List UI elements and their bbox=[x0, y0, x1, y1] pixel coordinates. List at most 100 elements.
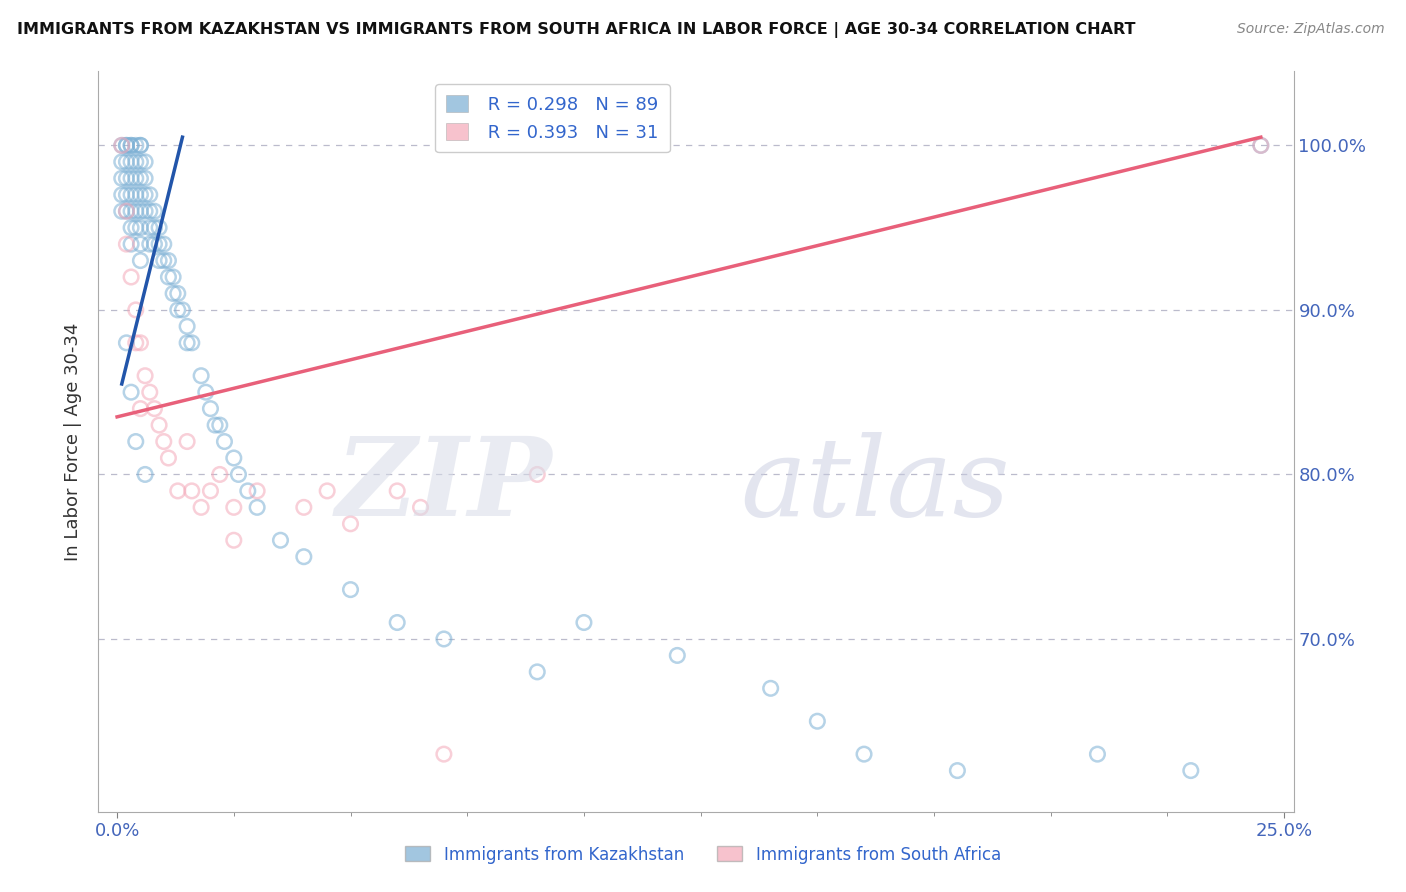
Point bbox=[157, 450, 180, 465]
Legend: Immigrants from Kazakhstan, Immigrants from South Africa: Immigrants from Kazakhstan, Immigrants f… bbox=[398, 839, 1008, 871]
Point bbox=[139, 237, 162, 252]
Point bbox=[111, 154, 134, 169]
Point bbox=[946, 764, 969, 778]
Point bbox=[200, 483, 222, 498]
Point bbox=[162, 270, 184, 285]
Point bbox=[176, 335, 198, 350]
Point bbox=[129, 237, 152, 252]
Point bbox=[339, 516, 361, 531]
Point bbox=[148, 237, 170, 252]
Point bbox=[129, 204, 152, 219]
Point bbox=[180, 483, 202, 498]
Point bbox=[148, 253, 170, 268]
Text: IMMIGRANTS FROM KAZAKHSTAN VS IMMIGRANTS FROM SOUTH AFRICA IN LABOR FORCE | AGE : IMMIGRANTS FROM KAZAKHSTAN VS IMMIGRANTS… bbox=[17, 22, 1136, 38]
Point bbox=[125, 335, 148, 350]
Point bbox=[190, 368, 212, 383]
Point bbox=[433, 632, 456, 646]
Point bbox=[1250, 138, 1272, 153]
Point bbox=[139, 204, 162, 219]
Point bbox=[228, 467, 250, 482]
Point bbox=[139, 220, 162, 235]
Point bbox=[115, 187, 138, 202]
Point bbox=[139, 187, 162, 202]
Point bbox=[148, 418, 170, 433]
Point bbox=[316, 483, 339, 498]
Text: Source: ZipAtlas.com: Source: ZipAtlas.com bbox=[1237, 22, 1385, 37]
Point bbox=[292, 549, 315, 564]
Point bbox=[526, 467, 548, 482]
Point bbox=[148, 220, 170, 235]
Point bbox=[120, 138, 142, 153]
Point bbox=[129, 401, 152, 416]
Point bbox=[208, 418, 231, 433]
Point bbox=[433, 747, 456, 761]
Point bbox=[125, 154, 148, 169]
Point bbox=[115, 204, 138, 219]
Point bbox=[214, 434, 236, 449]
Point bbox=[166, 286, 188, 301]
Y-axis label: In Labor Force | Age 30-34: In Labor Force | Age 30-34 bbox=[65, 322, 83, 561]
Point bbox=[120, 171, 142, 186]
Text: atlas: atlas bbox=[741, 433, 1010, 540]
Point bbox=[120, 138, 142, 153]
Point bbox=[143, 401, 166, 416]
Point bbox=[134, 368, 156, 383]
Point bbox=[172, 302, 194, 317]
Point bbox=[111, 138, 134, 153]
Point bbox=[666, 648, 689, 663]
Point bbox=[125, 171, 148, 186]
Point bbox=[115, 237, 138, 252]
Point bbox=[129, 220, 152, 235]
Point bbox=[166, 302, 188, 317]
Point bbox=[339, 582, 361, 597]
Point bbox=[246, 483, 269, 498]
Point bbox=[115, 138, 138, 153]
Text: ZIP: ZIP bbox=[336, 433, 553, 540]
Point bbox=[190, 500, 212, 515]
Point bbox=[120, 187, 142, 202]
Point bbox=[111, 187, 134, 202]
Point bbox=[120, 270, 142, 285]
Point bbox=[115, 171, 138, 186]
Point bbox=[129, 253, 152, 268]
Point bbox=[115, 335, 138, 350]
Point bbox=[246, 500, 269, 515]
Point bbox=[222, 533, 245, 548]
Point bbox=[125, 187, 148, 202]
Point bbox=[143, 220, 166, 235]
Point bbox=[134, 467, 156, 482]
Point bbox=[125, 434, 148, 449]
Point bbox=[120, 204, 142, 219]
Point bbox=[120, 220, 142, 235]
Point bbox=[222, 450, 245, 465]
Point bbox=[134, 171, 156, 186]
Point bbox=[204, 418, 226, 433]
Point bbox=[129, 187, 152, 202]
Point bbox=[125, 138, 148, 153]
Point bbox=[129, 335, 152, 350]
Point bbox=[111, 171, 134, 186]
Point bbox=[111, 138, 134, 153]
Point bbox=[180, 335, 202, 350]
Point bbox=[1087, 747, 1109, 761]
Point bbox=[134, 204, 156, 219]
Point bbox=[125, 220, 148, 235]
Point bbox=[166, 483, 188, 498]
Point bbox=[129, 154, 152, 169]
Point bbox=[157, 253, 180, 268]
Point bbox=[134, 154, 156, 169]
Point bbox=[1250, 138, 1272, 153]
Point bbox=[120, 237, 142, 252]
Point bbox=[120, 385, 142, 400]
Point bbox=[759, 681, 782, 696]
Point bbox=[115, 204, 138, 219]
Point bbox=[200, 401, 222, 416]
Point bbox=[222, 500, 245, 515]
Point bbox=[1180, 764, 1202, 778]
Point bbox=[236, 483, 259, 498]
Point bbox=[115, 154, 138, 169]
Point bbox=[292, 500, 315, 515]
Point bbox=[409, 500, 432, 515]
Point bbox=[385, 483, 409, 498]
Point bbox=[152, 237, 174, 252]
